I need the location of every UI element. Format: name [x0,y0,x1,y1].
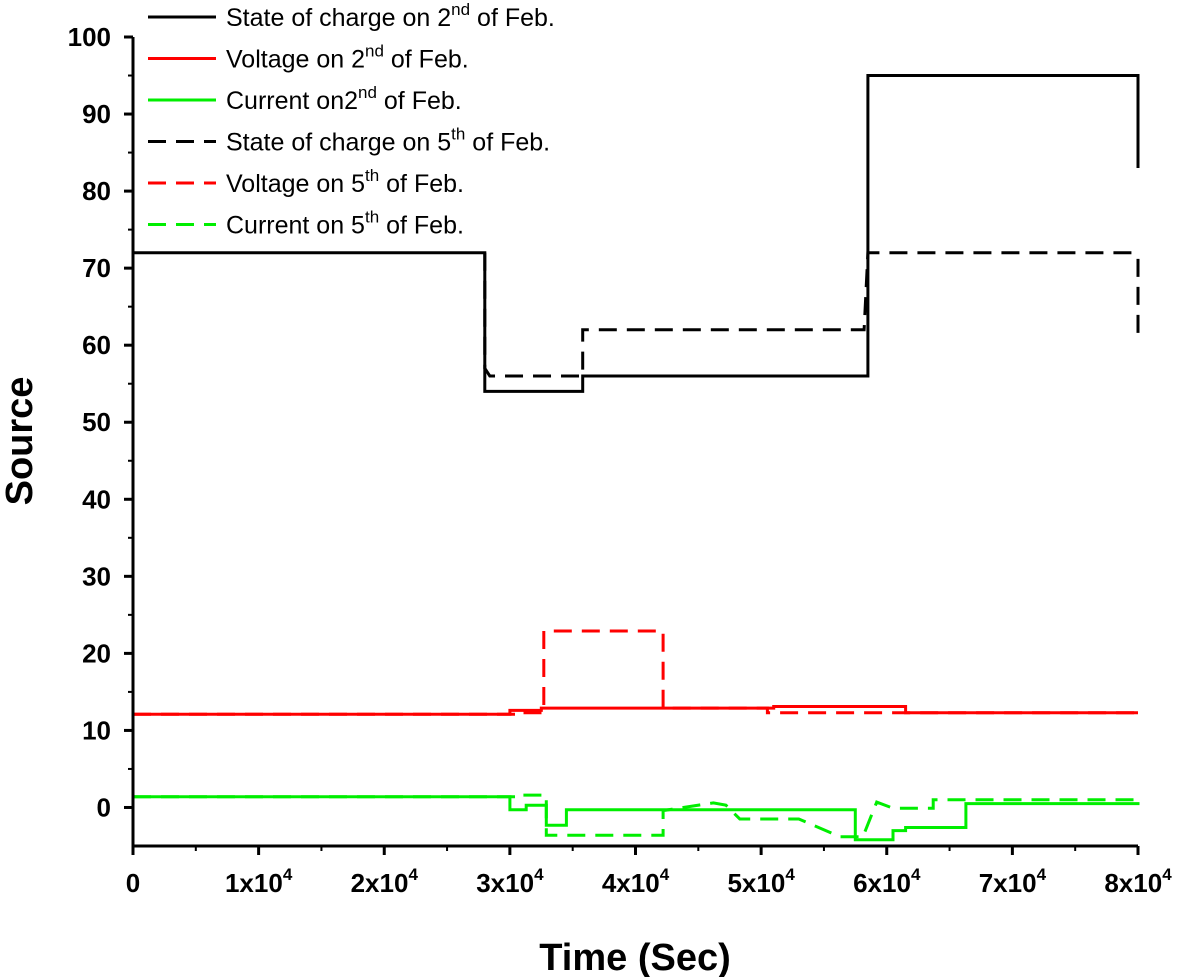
x-tick-label: 3x104 [476,865,544,898]
series-line-3 [133,795,1140,842]
series-line-4 [483,251,1140,378]
series-line-1 [133,74,1140,393]
series-line-2 [133,705,1138,716]
y-tick-label: 40 [82,484,111,514]
y-tick-label: 80 [82,176,111,206]
series-line-5 [133,629,1138,716]
series-layer [133,74,1140,842]
x-tick-label: 7x104 [979,865,1047,898]
legend-label: State of charge on 5th of Feb. [226,125,550,157]
legend-label: Voltage on 5th of Feb. [226,166,464,198]
x-tick-label: 8x104 [1104,865,1172,898]
y-tick-label: 50 [82,407,111,437]
x-tick-label: 2x104 [351,865,419,898]
y-tick-label: 20 [82,638,111,668]
x-tick-label: 6x104 [853,865,921,898]
axes [131,37,1138,848]
x-tick-label: 0 [126,868,140,898]
x-tick-label: 4x104 [602,865,670,898]
y-tick-label: 90 [82,99,111,129]
legend: State of charge on 2nd of Feb. Voltage on… [148,0,555,240]
x-axis-title: Time (Sec) [539,937,730,977]
ticks: 0 10 20 30 40 50 60 70 80 90 100 0 1x104 2x104 3x104 4x… [68,22,1173,898]
legend-label: State of charge on 2nd of Feb. [226,0,555,32]
y-axis-title: Source [0,377,41,506]
x-tick-label: 1x104 [225,865,293,898]
legend-label: Current on2nd of Feb. [226,83,462,115]
y-tick-label: 60 [82,330,111,360]
x-tick-label: 5x104 [727,865,795,898]
series-line-6 [133,793,1138,839]
y-tick-label: 10 [82,715,111,745]
legend-label: Voltage on 2nd of Feb. [226,42,469,74]
legend-label: Current on 5th of Feb. [226,208,464,240]
y-tick-label: 100 [68,22,111,52]
y-tick-label: 0 [97,792,111,822]
y-tick-label: 30 [82,561,111,591]
y-tick-label: 70 [82,253,111,283]
